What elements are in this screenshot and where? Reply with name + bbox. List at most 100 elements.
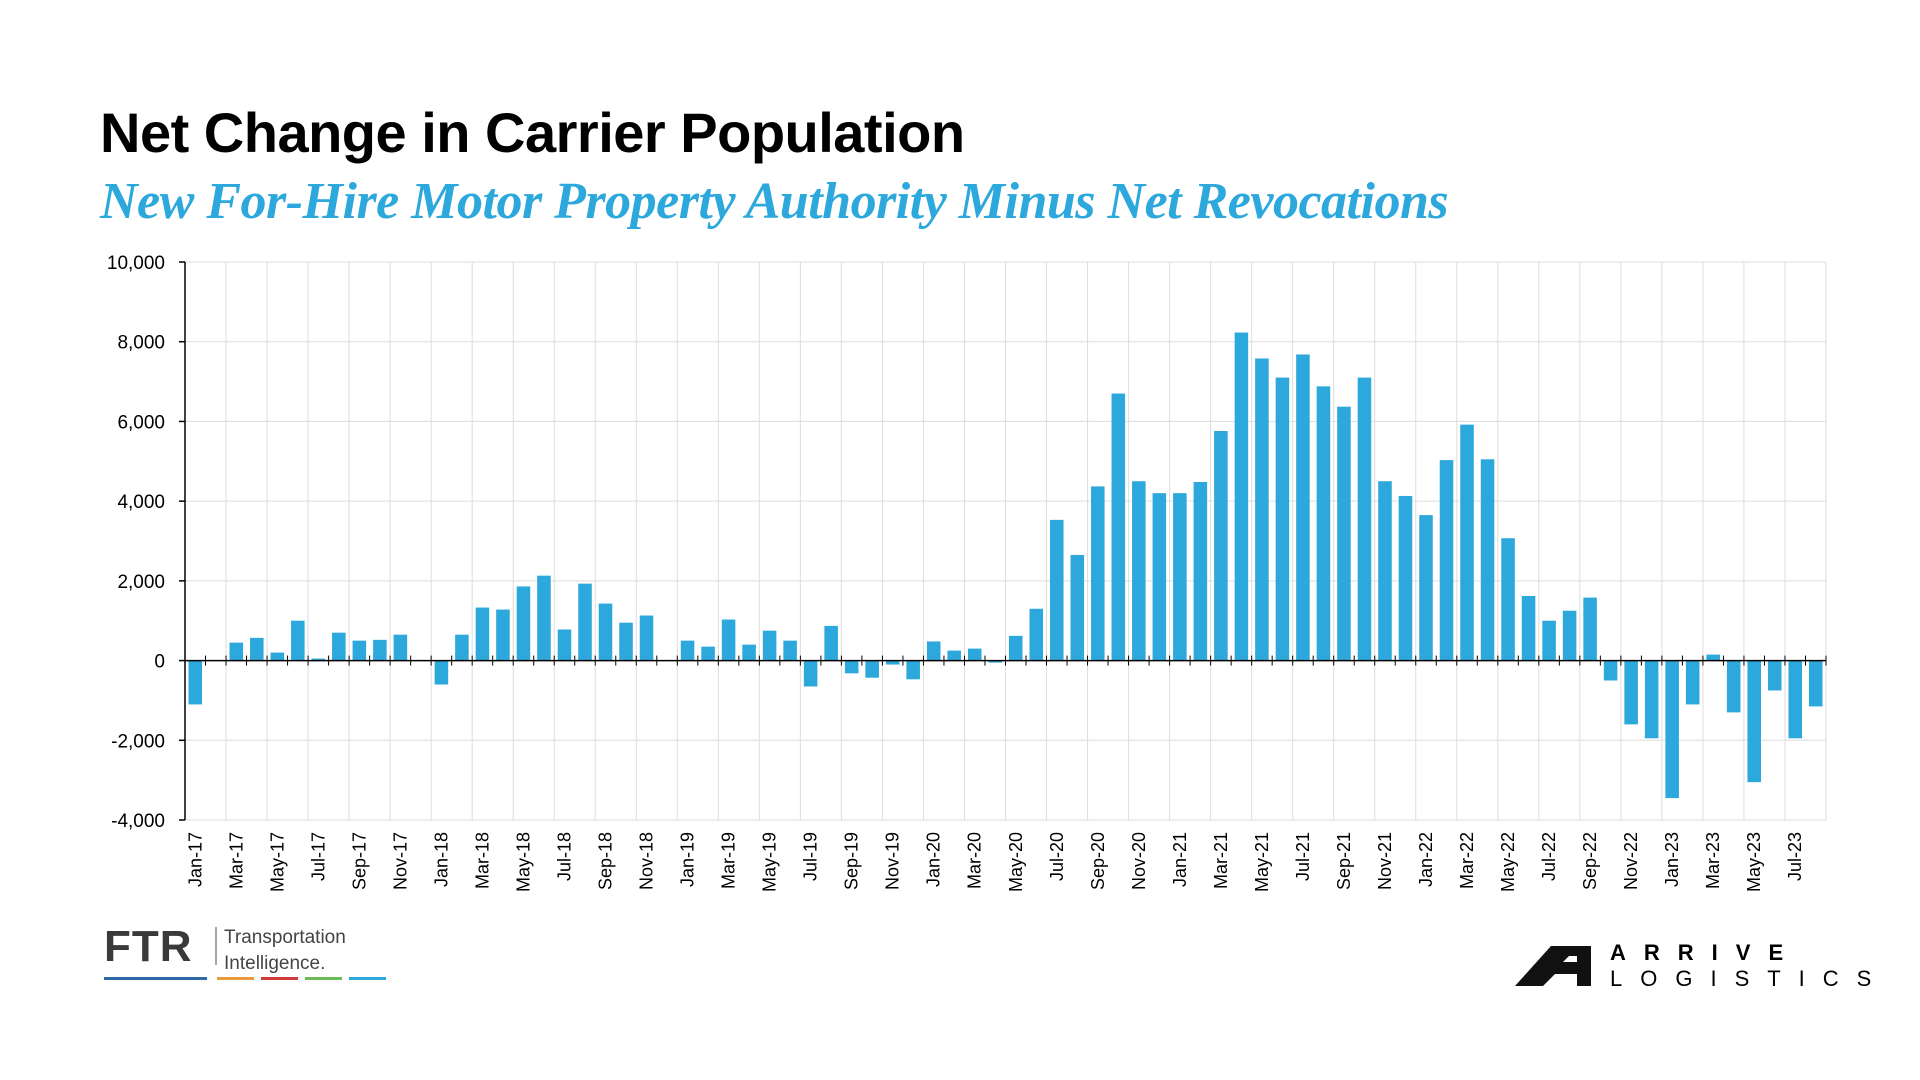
bar: [1029, 608, 1044, 661]
bar: [516, 586, 531, 661]
y-tick-label: 2,000: [117, 572, 165, 593]
bar: [619, 622, 633, 661]
bar: [332, 632, 346, 661]
bar: [1562, 610, 1577, 661]
x-tick-label: Jul-23: [1785, 832, 1805, 881]
bar: [434, 660, 449, 685]
y-axis-labels: -4,000 -2,000 0 2,000 4,000 6,000 8,000 10,000: [107, 253, 165, 832]
ftr-mark-icon: FTR: [104, 922, 207, 980]
chart-title: Net Change in Carrier Population: [100, 101, 965, 164]
bar: [1419, 515, 1433, 661]
bar: [1173, 493, 1187, 661]
bar: [229, 642, 244, 661]
bar: [906, 660, 920, 680]
bar: [1234, 332, 1249, 661]
x-tick-label: Sep-19: [842, 832, 862, 890]
bar: [1665, 660, 1679, 799]
bar: [680, 640, 695, 661]
x-tick-label: Mar-22: [1457, 832, 1477, 889]
bar: [1624, 660, 1638, 725]
bar: [1214, 430, 1228, 661]
bar: [393, 634, 408, 661]
ftr-mark-text: FTR: [104, 925, 193, 971]
bar: [1583, 597, 1597, 661]
ftr-logo: FTR Transportation Intelligence.: [104, 922, 404, 985]
x-tick-label: Jul-17: [308, 832, 328, 881]
x-tick-label: Nov-17: [390, 832, 410, 890]
x-tick-label: Jan-18: [431, 832, 451, 887]
gridlines: [184, 261, 1827, 821]
bar: [1808, 660, 1823, 707]
x-tick-label: Nov-18: [637, 832, 657, 890]
bar: [967, 648, 982, 661]
chart-subtitle: New For-Hire Motor Property Authority Mi…: [100, 173, 1449, 230]
bar: [762, 630, 777, 661]
x-tick-label: Nov-20: [1129, 832, 1149, 890]
x-tick-label: May-20: [1006, 832, 1026, 892]
x-tick-label: Jan-21: [1170, 832, 1190, 887]
x-tick-label: Jan-20: [924, 832, 944, 887]
bar: [1788, 660, 1803, 739]
x-tick-label: Jul-22: [1539, 832, 1559, 881]
bar: [1337, 406, 1351, 661]
bar: [352, 640, 367, 661]
bar: [250, 637, 264, 661]
bar: [598, 603, 613, 661]
bar: [721, 619, 736, 661]
bar: [1091, 486, 1105, 661]
y-tick-label: -2,000: [111, 731, 165, 752]
ftr-tagline: Transportation Intelligence.: [224, 927, 346, 974]
bar: [1767, 660, 1782, 691]
x-tick-label: Mar-23: [1703, 832, 1723, 889]
x-tick-label: Jul-21: [1293, 832, 1313, 881]
bar: [475, 607, 490, 661]
bar: [803, 660, 818, 687]
ftr-stripes-icon: [215, 927, 386, 980]
y-tick-label: 10,000: [107, 253, 165, 274]
x-tick-label: Mar-19: [719, 832, 739, 889]
x-tick-label: Nov-22: [1621, 832, 1641, 890]
bar: [1747, 660, 1761, 783]
arrive-wordmark: ARRIVE: [1610, 940, 1802, 965]
bar: [455, 634, 469, 661]
x-tick-label: Jan-22: [1416, 832, 1436, 887]
x-tick-label: Sep-20: [1088, 832, 1108, 890]
x-tick-label: Sep-17: [349, 832, 369, 890]
y-tick-label: -4,000: [111, 811, 165, 832]
bar: [742, 644, 756, 661]
x-tick-label: May-17: [267, 832, 287, 892]
bar: [496, 609, 510, 661]
bar: [1480, 459, 1495, 661]
bar: [1706, 654, 1720, 661]
x-tick-label: May-21: [1252, 832, 1272, 892]
bar: [1255, 358, 1269, 661]
y-tick-label: 6,000: [117, 412, 165, 433]
y-tick-label: 0: [154, 652, 165, 673]
bar: [988, 660, 1003, 663]
bar: [1726, 660, 1741, 713]
axes: [179, 261, 1827, 821]
x-tick-label: Jan-23: [1662, 832, 1682, 887]
x-tick-label: Jul-18: [554, 832, 574, 881]
bar: [1542, 620, 1556, 661]
bar: [1316, 386, 1331, 661]
bar: [557, 629, 572, 661]
x-tick-label: Jan-19: [678, 832, 698, 887]
bar: [865, 660, 879, 678]
bar: [824, 625, 838, 661]
bar: [885, 660, 900, 665]
bar: [947, 650, 961, 661]
bar: [1357, 377, 1372, 661]
x-tick-label: May-18: [513, 832, 533, 892]
bar: [373, 639, 387, 661]
arrive-logistics-logo: ARRIVE LOGISTICS: [1515, 940, 1871, 1000]
bar: [537, 575, 551, 661]
x-tick-label: Mar-17: [226, 832, 246, 889]
x-tick-label: Jan-17: [185, 832, 205, 887]
bar: [1603, 660, 1618, 681]
x-tick-label: Sep-18: [596, 832, 616, 890]
y-tick-label: 4,000: [117, 492, 165, 513]
arrive-a-icon: [1515, 946, 1591, 986]
x-tick-label: Mar-20: [965, 832, 985, 889]
bar: [270, 652, 285, 661]
